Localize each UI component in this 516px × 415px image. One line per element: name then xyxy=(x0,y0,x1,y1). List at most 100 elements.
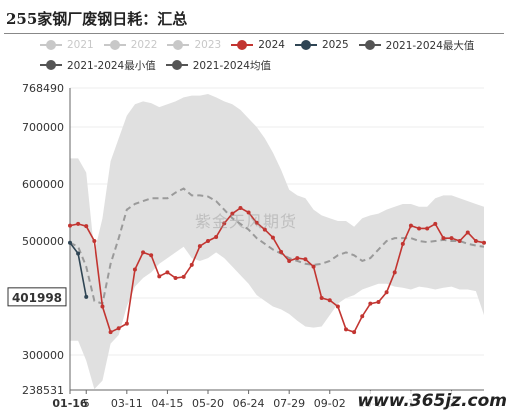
y-tick-label: 300000 xyxy=(22,349,64,362)
series-2024-point xyxy=(344,327,348,332)
chart-legend: 2021 2022 2023 2024 2025 2021-2024最大值 2021-202… xyxy=(40,35,510,75)
series-2024-point xyxy=(327,298,332,303)
series-2024-point xyxy=(173,276,178,281)
series-2024-point xyxy=(441,236,446,241)
series-2024-point xyxy=(433,221,438,226)
x-tick-label: 07-29 xyxy=(273,397,305,410)
x-tick-label: 09-02 xyxy=(314,397,346,410)
legend-label: 2021 xyxy=(67,39,94,51)
series-2024-point xyxy=(392,270,397,275)
series-2024-point xyxy=(482,240,486,245)
legend-item-2023[interactable]: 2023 xyxy=(167,35,221,55)
chart-title: 255家钢厂废钢日耗：汇总 xyxy=(6,10,188,28)
series-2024-point xyxy=(84,224,89,229)
legend-marker-icon xyxy=(167,40,190,50)
series-2024-line xyxy=(69,207,485,334)
series-2024-point xyxy=(425,226,430,231)
current-value-box xyxy=(7,287,67,307)
x-tick-label: 05-20 xyxy=(192,397,224,410)
series-2024-point xyxy=(368,301,373,306)
series-2024-point xyxy=(116,326,121,331)
series-2024-point xyxy=(254,220,259,225)
y-tick-label: 500000 xyxy=(22,235,64,248)
series-2024-point xyxy=(360,314,365,319)
legend-label: 2024 xyxy=(258,39,285,51)
series-2024-point xyxy=(108,330,113,335)
x-tick-label: 01-16 xyxy=(52,397,88,410)
series-2024-point xyxy=(311,264,316,269)
legend-item-2022[interactable]: 2022 xyxy=(103,35,158,55)
series-2024-point xyxy=(270,235,275,240)
series-2024-point xyxy=(181,274,186,279)
series-2024-point xyxy=(92,239,97,244)
x-tick-label: 06-24 xyxy=(233,397,265,410)
legend-label: 2021-2024最大值 xyxy=(385,39,475,52)
series-2024-point xyxy=(319,295,324,300)
legend-marker-icon xyxy=(40,60,62,70)
series-2024-point xyxy=(449,236,454,241)
series-2024-point xyxy=(141,250,146,255)
series-2024-point xyxy=(400,241,405,246)
series-2024-point xyxy=(157,274,162,279)
y-tick-label: 600000 xyxy=(22,178,64,191)
current-value-label: 401998 xyxy=(12,291,62,305)
series-2024-point xyxy=(230,211,235,216)
series-2024-point xyxy=(132,267,137,272)
y-tick-label: 238531 xyxy=(22,384,64,397)
site-watermark: www.365jz.com xyxy=(354,391,510,411)
legend-item-2021-2024最大值[interactable]: 2021-2024最大值 xyxy=(358,35,475,55)
series-2024-point xyxy=(457,239,462,244)
max-min-band xyxy=(70,93,484,390)
series-2024-point xyxy=(473,239,478,244)
series-2024-point xyxy=(295,256,300,261)
legend-marker-icon xyxy=(294,40,317,50)
legend-label: 2021-2024最小值 xyxy=(67,59,156,72)
series-2024-point xyxy=(465,230,470,235)
series-2024-point xyxy=(189,262,194,267)
series-2024-point xyxy=(68,223,72,228)
title-divider xyxy=(4,33,504,34)
legend-marker-icon xyxy=(231,40,254,50)
series-2024-point xyxy=(222,221,227,226)
series-2024-point xyxy=(246,210,251,215)
series-2024-point xyxy=(279,249,284,254)
series-2024-point xyxy=(149,253,154,258)
series-2025-point xyxy=(68,240,72,245)
series-2024-point xyxy=(100,304,105,309)
series-2024-point xyxy=(197,244,202,249)
legend-marker-icon xyxy=(40,40,62,50)
average-line xyxy=(69,187,485,306)
series-2024-point xyxy=(287,258,292,263)
series-2024-point xyxy=(417,226,422,231)
legend-item-2025[interactable]: 2025 xyxy=(294,35,349,55)
series-2024-point xyxy=(206,239,210,244)
legend-marker-icon xyxy=(358,40,381,50)
series-2024-point xyxy=(76,221,81,226)
legend-item-2021-2024均值[interactable]: 2021-2024均值 xyxy=(165,55,271,75)
series-2024-point xyxy=(262,227,267,232)
series-2024-point xyxy=(384,290,389,295)
legend-item-2021-2024最小值[interactable]: 2021-2024最小值 xyxy=(40,55,156,75)
series-2024-point xyxy=(303,257,308,262)
legend-item-2024[interactable]: 2024 xyxy=(231,35,285,55)
x-tick-label: 03-11 xyxy=(111,397,143,410)
legend-item-2021[interactable]: 2021 xyxy=(40,35,94,55)
legend-marker-icon xyxy=(165,60,188,70)
series-2025-point xyxy=(84,294,89,299)
series-2024-point xyxy=(238,205,243,210)
series-2025-point xyxy=(76,251,81,256)
x-tick-label: 04-15 xyxy=(151,397,183,410)
series-2024-point xyxy=(352,330,357,335)
series-2024-point xyxy=(214,235,219,240)
y-tick-label: 700000 xyxy=(22,121,64,134)
legend-label: 2025 xyxy=(321,39,349,51)
series-2024-point xyxy=(335,304,340,309)
series-2024-point xyxy=(376,299,381,304)
legend-label: 2022 xyxy=(130,39,158,51)
legend-label: 2021-2024均值 xyxy=(192,59,271,72)
watermark-text: 紫金天风期货 xyxy=(195,212,298,231)
series-2024-point xyxy=(124,321,129,326)
legend-label: 2023 xyxy=(194,39,222,51)
y-tick-label: 768490 xyxy=(22,82,64,95)
